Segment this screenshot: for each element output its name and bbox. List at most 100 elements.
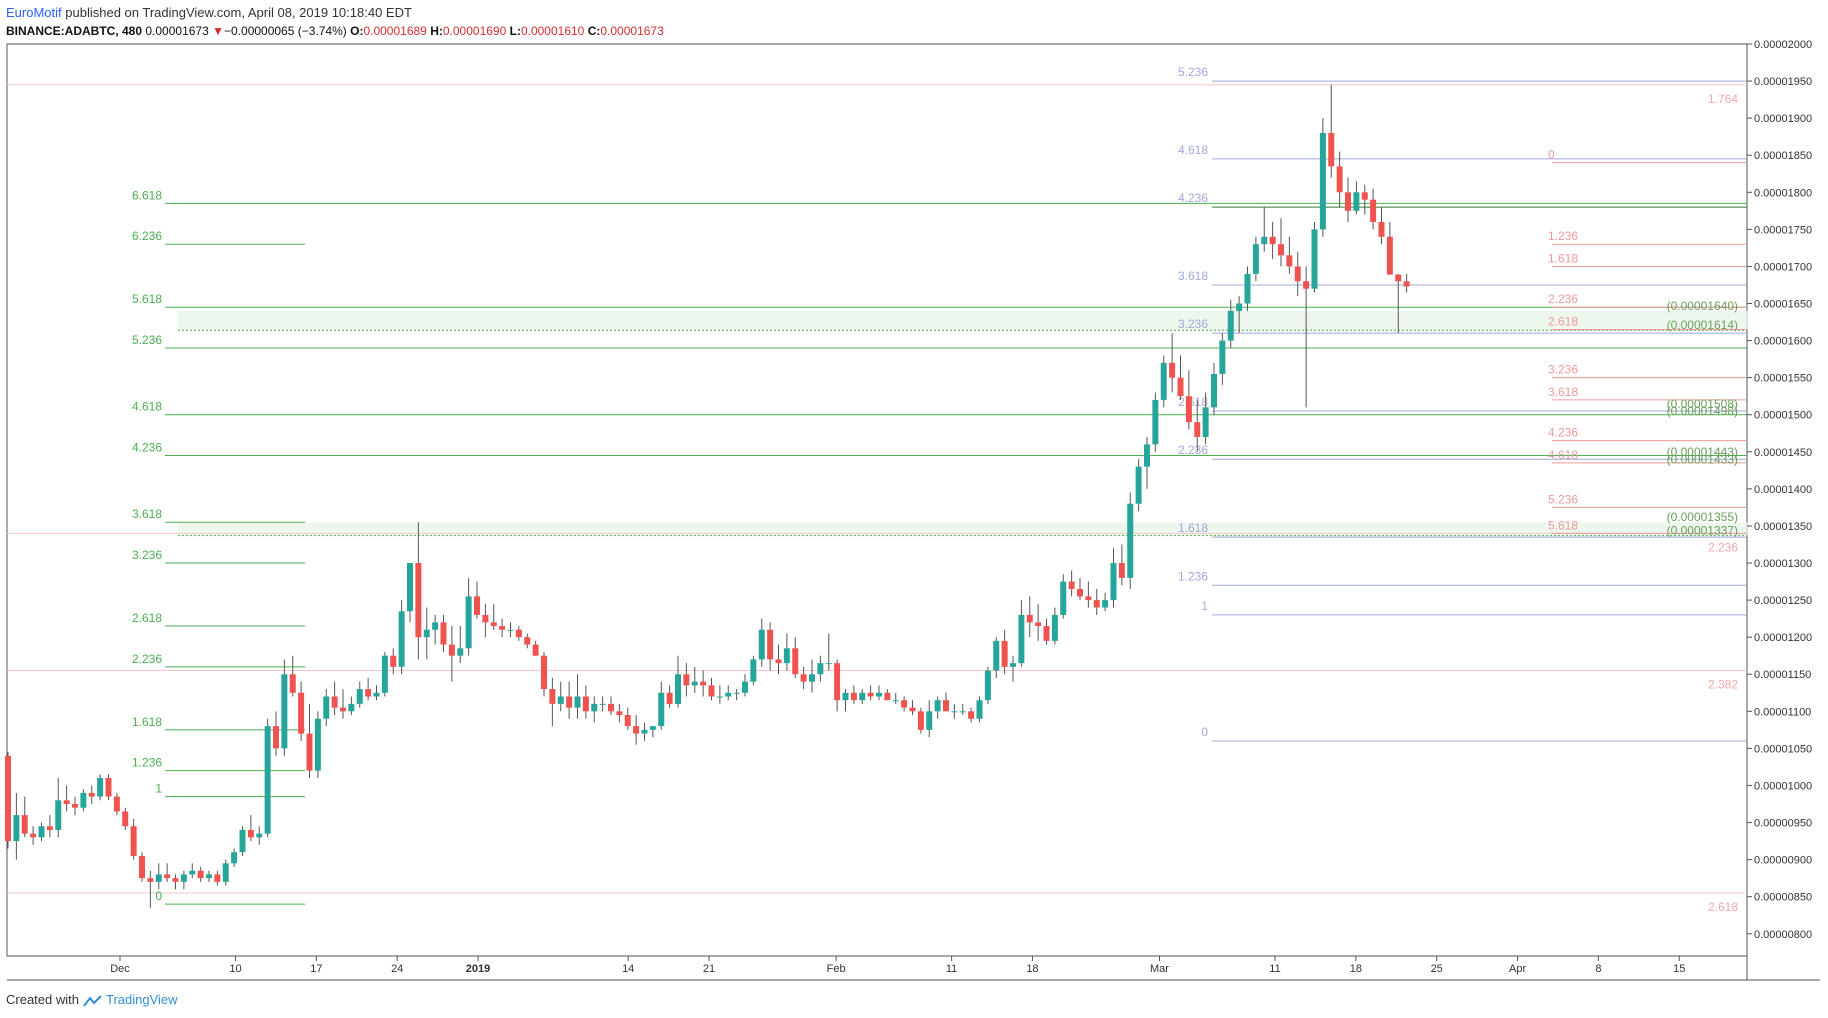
candle-body — [122, 811, 129, 827]
candle — [691, 666, 698, 693]
tradingview-logo-icon — [82, 994, 102, 1007]
fib-right-label: 4.618 — [1178, 143, 1208, 157]
candle — [959, 703, 966, 716]
candle-body — [683, 674, 690, 686]
candle — [834, 659, 841, 712]
candle-body — [725, 692, 732, 697]
candle — [1386, 221, 1393, 275]
fib-zone — [178, 310, 1748, 331]
candle — [1102, 592, 1109, 612]
candle — [1328, 84, 1335, 178]
candle — [356, 681, 363, 708]
candle — [716, 685, 723, 704]
candle-body — [641, 729, 648, 734]
high-label: H: — [430, 24, 443, 38]
candle — [281, 659, 288, 756]
candle — [38, 822, 45, 842]
candle — [633, 715, 640, 745]
candle-body — [1077, 588, 1083, 597]
zone-price-label: (0.00001640) — [1667, 299, 1738, 313]
fib-left-label: 4.618 — [132, 400, 162, 414]
candle-body — [825, 663, 832, 665]
candle-body — [783, 648, 790, 664]
candle — [1252, 236, 1259, 282]
candle-body — [1319, 132, 1326, 230]
candle-body — [859, 692, 866, 701]
author-link[interactable]: EuroMotif — [6, 5, 62, 20]
candle — [1336, 151, 1343, 208]
candle-body — [97, 778, 104, 797]
candle-body — [381, 655, 388, 693]
candle — [800, 666, 807, 690]
fib-top-label: 1.618 — [1548, 251, 1578, 265]
candle — [1361, 184, 1368, 215]
candle — [432, 614, 439, 645]
fib-right-label: 1.236 — [1178, 569, 1208, 583]
fib-top-label: 5.236 — [1548, 492, 1578, 506]
candle-body — [633, 726, 640, 734]
candle — [1010, 655, 1016, 682]
candle — [1185, 370, 1192, 430]
date-tick-label: 15 — [1673, 963, 1685, 975]
extension-label: 2.236 — [1708, 540, 1738, 554]
candle — [1219, 333, 1226, 386]
price-axis[interactable]: 0.00002000 0.00001950 0.00001900 0.00001850… — [1747, 39, 1812, 941]
price-tick-label: 0.00001600 — [1754, 336, 1812, 348]
candle-body — [1370, 199, 1377, 222]
candle-body — [474, 596, 480, 615]
candle-body — [976, 700, 983, 719]
price-tick-label: 0.00001400 — [1754, 484, 1812, 496]
symbol-label: BINANCE:ADABTC, 480 — [6, 24, 143, 38]
candle — [1395, 273, 1402, 334]
candle-body — [490, 622, 497, 627]
price-tick-label: 0.00001950 — [1754, 76, 1812, 88]
candle — [490, 603, 497, 630]
candle-body — [1378, 221, 1385, 237]
fib-left-label: 2.618 — [132, 611, 162, 625]
candle-body — [951, 711, 958, 713]
candle — [876, 685, 882, 701]
candle — [566, 681, 573, 719]
candle — [758, 618, 765, 667]
candle — [113, 792, 120, 816]
candle-body — [549, 689, 556, 704]
candle — [792, 637, 799, 678]
publish-line: EuroMotif published on TradingView.com, … — [6, 4, 1206, 22]
candle-body — [1194, 422, 1201, 437]
fib-top-label: 5.618 — [1548, 518, 1578, 532]
candle-body — [968, 711, 975, 719]
candle-body — [30, 833, 37, 838]
candle — [164, 863, 171, 882]
candle-body — [909, 707, 916, 712]
candle — [130, 818, 137, 860]
candle-body — [298, 692, 305, 734]
price-tick-label: 0.00001200 — [1754, 632, 1812, 644]
candle — [306, 703, 313, 779]
candle-body — [139, 855, 145, 879]
candle-body — [21, 815, 28, 834]
candle — [482, 603, 489, 638]
candle-body — [1252, 244, 1259, 274]
candle — [1286, 236, 1293, 274]
tradingview-brand[interactable]: TradingView — [106, 992, 178, 1007]
time-axis[interactable]: Dec 10 17 24 2019 14 21 Feb 11 18 Mar 11 18 25 Apr 8 15 — [110, 956, 1685, 975]
candle-body — [499, 626, 506, 630]
candle-body — [1043, 626, 1050, 641]
candle — [1319, 118, 1326, 237]
candle-body — [850, 692, 857, 701]
candle — [331, 681, 338, 716]
candle-body — [390, 655, 397, 667]
date-tick-label: 21 — [703, 963, 715, 975]
candle — [817, 655, 824, 682]
candle-body — [666, 692, 673, 704]
candle-body — [482, 614, 489, 623]
candle — [423, 607, 430, 660]
candle-body — [649, 726, 656, 730]
candle — [582, 685, 589, 719]
price-tick-label: 0.00001650 — [1754, 299, 1812, 311]
close-value: 0.00001673 — [600, 24, 664, 38]
price-tick-label: 0.00000850 — [1754, 892, 1812, 904]
candle — [524, 633, 531, 649]
zone-price-label: (0.00001433) — [1667, 452, 1738, 466]
